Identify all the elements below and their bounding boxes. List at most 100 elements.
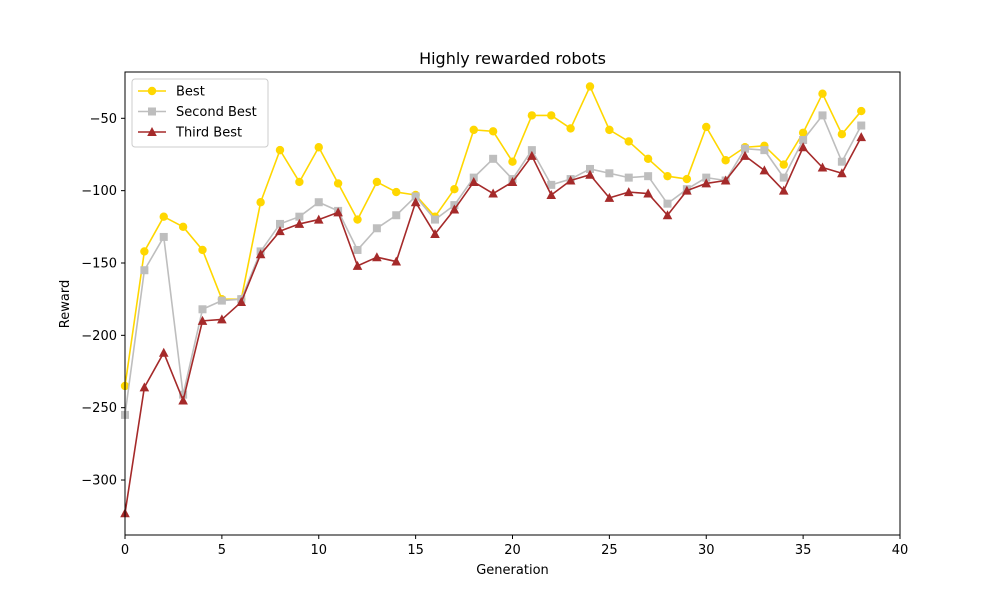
- data-point-best: [663, 171, 672, 181]
- legend-marker: [148, 107, 156, 116]
- data-point-third-best: [720, 175, 731, 185]
- chart-title: Highly rewarded robots: [419, 49, 606, 68]
- data-point-third-best: [158, 347, 169, 357]
- legend-label: Third Best: [175, 126, 242, 141]
- legend-marker: [147, 86, 157, 96]
- data-point-third-best: [759, 165, 770, 175]
- data-point-third-best: [217, 314, 227, 324]
- plot-area: [120, 82, 867, 518]
- data-point-third-best: [682, 185, 692, 195]
- legend-label: Second Best: [176, 105, 257, 120]
- data-point-third-best: [352, 260, 363, 270]
- data-point-second-best: [159, 232, 168, 241]
- data-point-third-best: [565, 175, 576, 185]
- data-point-third-best: [623, 187, 634, 197]
- x-axis-label: Generation: [476, 563, 549, 578]
- data-point-best: [857, 106, 866, 116]
- y-tick-label: −150: [81, 256, 117, 271]
- data-point-third-best: [430, 229, 440, 239]
- data-point-third-best: [488, 188, 498, 198]
- x-tick-label: 25: [601, 543, 618, 558]
- data-point-third-best: [391, 256, 402, 266]
- x-tick-label: 30: [698, 543, 715, 558]
- data-point-second-best: [411, 192, 420, 201]
- data-point-second-best: [179, 390, 188, 399]
- data-point-second-best: [857, 121, 866, 130]
- data-point-third-best: [449, 204, 460, 214]
- data-point-best: [837, 130, 847, 139]
- x-tick-label: 40: [892, 543, 909, 558]
- data-point-third-best: [197, 315, 208, 325]
- data-point-second-best: [140, 266, 149, 275]
- data-point-second-best: [799, 136, 808, 145]
- data-point-best: [372, 177, 382, 187]
- x-tick-label: 10: [310, 543, 327, 558]
- x-tick-label: 0: [121, 543, 129, 558]
- data-point-third-best: [507, 176, 518, 186]
- data-point-best: [198, 245, 207, 255]
- data-point-third-best: [546, 189, 557, 199]
- data-point-third-best: [837, 168, 847, 178]
- data-point-best: [721, 156, 730, 165]
- data-point-second-best: [217, 296, 226, 305]
- data-point-second-best: [644, 172, 653, 181]
- data-point-second-best: [547, 180, 556, 189]
- y-axis: −300 −250 −200 −150 −100 −50: [81, 112, 125, 489]
- data-point-third-best: [275, 226, 285, 236]
- data-point-best: [295, 177, 304, 187]
- data-point-third-best: [236, 297, 247, 307]
- data-point-best: [508, 157, 517, 166]
- data-point-second-best: [818, 111, 827, 120]
- data-point-second-best: [837, 157, 846, 166]
- y-tick-label: −300: [81, 474, 117, 489]
- data-point-third-best: [468, 176, 479, 186]
- x-tick-label: 35: [795, 543, 812, 558]
- data-point-second-best: [489, 154, 498, 163]
- data-point-best: [178, 222, 188, 232]
- data-point-third-best: [701, 178, 712, 188]
- data-point-best: [818, 89, 827, 98]
- data-point-second-best: [624, 173, 633, 182]
- legend-item-best: Best: [138, 85, 205, 100]
- data-point-third-best: [333, 207, 343, 217]
- data-point-best: [798, 128, 808, 137]
- data-point-best: [585, 82, 595, 91]
- data-point-third-best: [778, 185, 789, 195]
- data-point-best: [527, 111, 537, 120]
- data-point-second-best: [372, 224, 381, 233]
- data-point-best: [682, 174, 692, 184]
- y-tick-label: −100: [81, 184, 117, 199]
- data-point-third-best: [798, 142, 808, 152]
- data-point-second-best: [663, 199, 672, 208]
- data-point-second-best: [586, 164, 594, 173]
- data-point-third-best: [178, 395, 188, 405]
- data-point-best: [469, 125, 478, 135]
- data-point-second-best: [198, 305, 207, 314]
- data-point-second-best: [741, 144, 749, 153]
- data-point-third-best: [740, 150, 750, 160]
- data-point-best: [566, 124, 575, 133]
- data-point-best: [779, 160, 788, 169]
- data-point-best: [140, 247, 149, 256]
- legend: Best Second Best Third Best: [131, 78, 269, 148]
- data-point-best: [488, 127, 498, 136]
- legend-marker: [147, 127, 157, 136]
- data-point-second-best: [760, 146, 769, 155]
- data-point-best: [624, 137, 633, 146]
- data-point-second-best: [276, 219, 284, 228]
- data-point-best: [333, 179, 343, 188]
- data-point-best: [702, 122, 711, 132]
- data-point-second-best: [295, 212, 304, 221]
- y-tick-label: −250: [81, 401, 117, 416]
- data-point-second-best: [527, 146, 536, 155]
- data-point-best: [353, 215, 362, 224]
- data-point-best: [450, 184, 459, 194]
- data-point-third-best: [856, 132, 867, 142]
- y-tick-label: −50: [90, 112, 117, 127]
- x-tick-label: 20: [504, 543, 521, 558]
- x-axis: 0 5 10 15 20 25 30 35 40: [121, 535, 908, 558]
- legend-item-second-best: Second Best: [138, 105, 257, 120]
- legend-item-third-best: Third Best: [138, 126, 242, 141]
- data-point-third-best: [527, 150, 537, 160]
- data-point-third-best: [139, 382, 150, 392]
